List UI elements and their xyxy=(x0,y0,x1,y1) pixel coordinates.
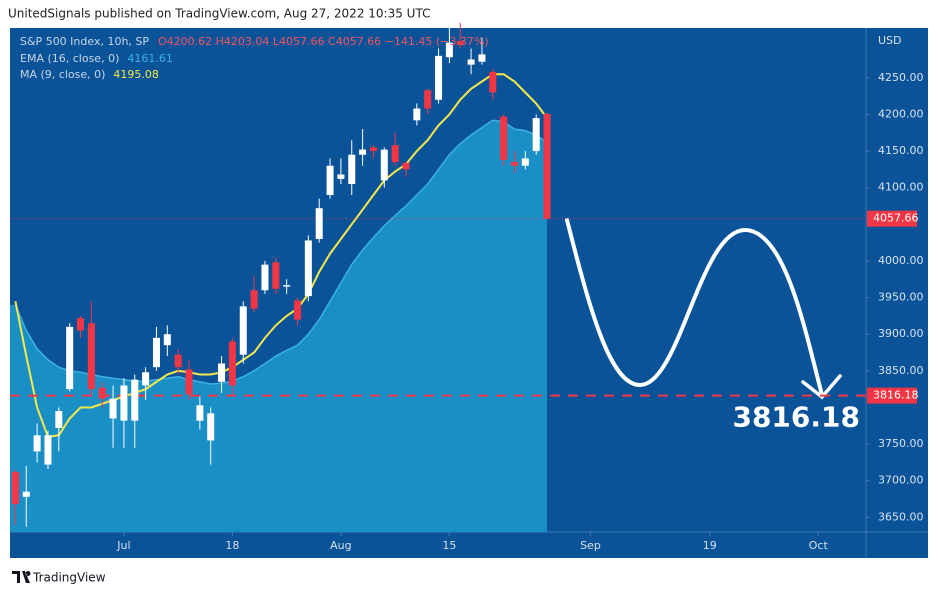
candle-body xyxy=(261,264,269,291)
candle-body xyxy=(521,158,529,166)
candle-body xyxy=(369,147,377,152)
legend-name: MA (9, close, 0) xyxy=(20,68,105,81)
y-tick-label: 3650.00 xyxy=(878,510,924,523)
y-tick-label: 3900.00 xyxy=(878,327,924,340)
projection-arrow xyxy=(565,218,824,397)
candle-body xyxy=(22,491,30,497)
x-tick-label: Jul xyxy=(116,539,130,552)
candle-body xyxy=(467,59,475,65)
candle-body xyxy=(196,405,204,421)
legend-value: 4161.61 xyxy=(127,52,173,65)
candle-body xyxy=(478,54,486,62)
candle-body xyxy=(33,435,41,452)
candle-body xyxy=(218,363,226,382)
candle-body xyxy=(142,372,150,386)
plot xyxy=(10,73,548,533)
candle-body xyxy=(294,300,302,320)
legend-name: EMA (16, close, 0) xyxy=(20,52,119,65)
candle-body xyxy=(228,341,236,386)
logo xyxy=(12,571,31,583)
price-tag-label: 3816.18 xyxy=(873,389,919,402)
candle-body xyxy=(402,162,410,170)
ema-line xyxy=(14,119,548,385)
x-tick-label: 19 xyxy=(703,539,717,552)
candle-body xyxy=(163,334,171,346)
candle-body xyxy=(337,174,345,179)
candle-body xyxy=(174,354,182,368)
candle-body xyxy=(272,262,280,289)
footer-brand: TradingView xyxy=(32,571,106,585)
candle-body xyxy=(98,387,106,399)
candle-body xyxy=(456,41,464,45)
x-tick-label: 18 xyxy=(225,539,239,552)
legend-title: S&P 500 Index, 10h, SP xyxy=(20,35,149,48)
candle-body xyxy=(239,306,247,355)
x-tick-label: Oct xyxy=(809,539,829,552)
y-unit: USD xyxy=(878,34,902,47)
y-tick-label: 3850.00 xyxy=(878,364,924,377)
candle-body xyxy=(283,285,291,287)
y-tick-label: 4100.00 xyxy=(878,181,924,194)
legend-value: 4195.08 xyxy=(113,68,159,81)
y-tick-label: 3750.00 xyxy=(878,437,924,450)
candle-body xyxy=(500,116,508,160)
candle-body xyxy=(55,411,63,428)
candle-body xyxy=(250,290,258,309)
price-tag xyxy=(867,387,917,404)
candle-body xyxy=(207,413,215,441)
candle-body xyxy=(532,118,540,152)
x-tick-label: 15 xyxy=(442,539,456,552)
y-tick-label: 3700.00 xyxy=(878,474,924,487)
candle-body xyxy=(359,149,367,155)
candle-body xyxy=(391,145,399,163)
candle-body xyxy=(315,208,323,239)
legend-ohlc: O4200.62 H4203.04 L4057.66 C4057.66 −141… xyxy=(158,35,489,48)
candle-body xyxy=(543,113,551,219)
ema-area xyxy=(10,120,548,533)
x-tick-label: Aug xyxy=(330,539,351,552)
candle-body xyxy=(152,337,160,368)
candle-body xyxy=(87,323,95,390)
candle-body xyxy=(109,398,117,419)
candle-body xyxy=(489,71,497,93)
y-tick-label: 3950.00 xyxy=(878,291,924,304)
candle-body xyxy=(44,435,52,465)
ma-line xyxy=(14,73,548,438)
candle-body xyxy=(326,165,334,196)
y-tick-label: 4150.00 xyxy=(878,144,924,157)
arrow-head xyxy=(801,374,842,400)
candle-body xyxy=(424,90,432,109)
candle-body xyxy=(445,42,453,58)
candle-body xyxy=(380,149,388,181)
x-tick-label: Sep xyxy=(580,539,601,552)
y-tick-label: 4000.00 xyxy=(878,254,924,267)
candle-body xyxy=(77,318,85,331)
candle-body xyxy=(348,154,356,185)
target-annotation: 3816.18 xyxy=(732,401,860,434)
y-tick-label: 4200.00 xyxy=(878,107,924,120)
candle-body xyxy=(120,385,128,421)
header: UnitedSignals published on TradingView.c… xyxy=(8,7,430,21)
price-tag xyxy=(867,210,917,227)
candle-body xyxy=(510,162,518,166)
y-tick-label: 4250.00 xyxy=(878,71,924,84)
candle-body xyxy=(11,471,19,505)
price-tag-label: 4057.66 xyxy=(873,212,919,225)
candle-body xyxy=(435,55,443,100)
candle-body xyxy=(413,108,421,121)
candle-body xyxy=(66,326,74,390)
candle-body xyxy=(185,369,193,395)
candle-body xyxy=(131,379,139,421)
candle-body xyxy=(304,240,312,297)
